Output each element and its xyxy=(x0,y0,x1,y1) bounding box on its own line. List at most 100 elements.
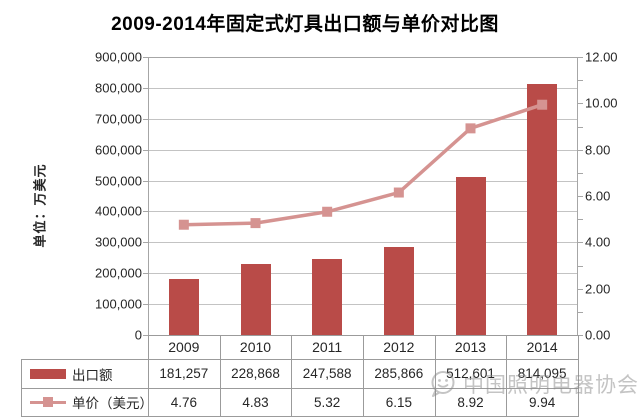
table-value-cell: 4.83 xyxy=(242,394,269,410)
left-axis-tick-label: 500,000 xyxy=(95,173,142,189)
table-value-cell: 8.92 xyxy=(457,394,484,410)
table-value-cell: 5.32 xyxy=(314,394,341,410)
table-border-vertical xyxy=(291,335,293,416)
right-axis-tick xyxy=(578,335,583,336)
export-value-bar xyxy=(240,264,271,335)
table-border-vertical xyxy=(148,335,149,416)
legend-label: 出口额 xyxy=(72,367,113,383)
right-axis-tick-label: 2.00 xyxy=(585,281,611,297)
chart-title: 2009-2014年固定式灯具出口额与单价对比图 xyxy=(111,14,499,35)
right-axis-tick-label: 10.00 xyxy=(585,95,618,111)
right-axis-tick xyxy=(578,172,583,174)
legend-label: 单价（美元） xyxy=(72,396,153,411)
table-value-cell: 228,868 xyxy=(231,366,280,381)
table-value-cell: 4.76 xyxy=(170,394,197,410)
line-legend-marker xyxy=(43,397,53,407)
right-axis-tick xyxy=(578,149,583,151)
export-value-bar xyxy=(455,176,486,335)
bar-legend-swatch xyxy=(30,368,66,379)
left-axis-tick-label: 400,000 xyxy=(95,203,142,219)
export-value-bar xyxy=(168,279,199,335)
right-axis-tick-label: 12.00 xyxy=(585,49,618,65)
left-axis-tick xyxy=(143,180,148,182)
gridline xyxy=(148,149,578,151)
right-axis-tick xyxy=(578,265,583,267)
left-axis-tick xyxy=(143,273,148,275)
left-axis-tick xyxy=(143,335,148,336)
right-axis-tick xyxy=(578,288,583,290)
right-axis-tick xyxy=(578,311,583,313)
left-axis-tick-label: 0 xyxy=(134,327,142,343)
left-axis-tick xyxy=(143,149,148,151)
unit-price-line-path xyxy=(183,103,543,227)
table-border-vertical xyxy=(578,335,579,416)
right-axis-tick-label: 8.00 xyxy=(585,142,611,158)
right-axis-tick-label: 0.00 xyxy=(585,327,611,343)
gridline xyxy=(148,118,578,120)
unit-price-marker xyxy=(178,219,189,230)
table-value-cell: 9.94 xyxy=(529,394,556,410)
right-axis-tick-label: 6.00 xyxy=(585,188,611,204)
left-axis-tick-label: 700,000 xyxy=(95,111,142,127)
left-axis-tick-label: 200,000 xyxy=(95,265,142,281)
unit-price-marker xyxy=(250,218,261,229)
table-border-horizontal xyxy=(21,388,579,389)
right-axis-tick xyxy=(578,57,583,58)
right-axis-tick xyxy=(578,80,583,82)
table-value-cell: 247,588 xyxy=(302,366,352,381)
export-value-bar xyxy=(383,246,414,335)
category-label: 2011 xyxy=(312,339,343,355)
export-value-bar xyxy=(527,83,558,335)
left-axis-tick-label: 100,000 xyxy=(95,296,142,312)
left-axis-tick xyxy=(143,304,148,306)
left-axis-tick xyxy=(143,87,148,89)
table-border-horizontal xyxy=(21,416,579,417)
legend-item-unit-price: 单价（美元） xyxy=(21,388,153,416)
right-axis-tick xyxy=(578,219,583,221)
table-value-cell: 512,601 xyxy=(446,366,495,381)
gridline xyxy=(148,87,578,89)
right-axis-tick xyxy=(578,242,583,244)
left-axis-tick-label: 600,000 xyxy=(95,142,142,158)
plot-border xyxy=(148,57,578,335)
unit-price-line xyxy=(178,99,548,230)
unit-price-marker xyxy=(537,99,548,110)
table-value-cell: 814,095 xyxy=(517,366,567,381)
right-axis-tick-label: 4.00 xyxy=(585,234,611,250)
right-axis-tick xyxy=(578,103,583,105)
left-axis-tick-label: 300,000 xyxy=(95,234,142,250)
table-border-vertical xyxy=(506,335,508,416)
plot-area xyxy=(148,57,578,335)
category-label: 2012 xyxy=(383,339,415,355)
left-axis-tick xyxy=(143,57,148,58)
table-border-vertical xyxy=(363,335,364,416)
table-value-cell: 181,257 xyxy=(159,366,209,381)
unit-price-marker xyxy=(465,123,476,134)
left-axis-tick xyxy=(143,211,148,213)
export-value-bar xyxy=(312,258,343,335)
unit-price-marker xyxy=(393,187,404,198)
left-axis-tick-label: 800,000 xyxy=(95,80,142,96)
table-border-horizontal xyxy=(21,359,579,360)
gridline xyxy=(148,180,578,182)
legend-item-export-value: 出口额 xyxy=(21,359,148,388)
gridline xyxy=(148,242,578,244)
table-value-cell: 6.15 xyxy=(385,394,412,410)
category-label: 2014 xyxy=(526,339,558,355)
right-axis-tick xyxy=(578,196,583,197)
left-axis-tick xyxy=(143,242,148,244)
category-label: 2013 xyxy=(454,339,487,355)
line-legend-swatch xyxy=(30,396,66,408)
unit-price-marker xyxy=(322,206,333,217)
gridline xyxy=(148,211,578,213)
category-label: 2010 xyxy=(239,339,272,355)
table-value-cell: 285,866 xyxy=(374,366,424,381)
left-axis-tick xyxy=(143,118,148,120)
right-axis-tick xyxy=(578,126,583,128)
table-border-vertical xyxy=(219,335,221,416)
left-axis-tick-label: 900,000 xyxy=(95,49,142,65)
table-border-vertical xyxy=(21,359,22,416)
gridline xyxy=(148,273,578,275)
category-label: 2009 xyxy=(168,339,200,355)
